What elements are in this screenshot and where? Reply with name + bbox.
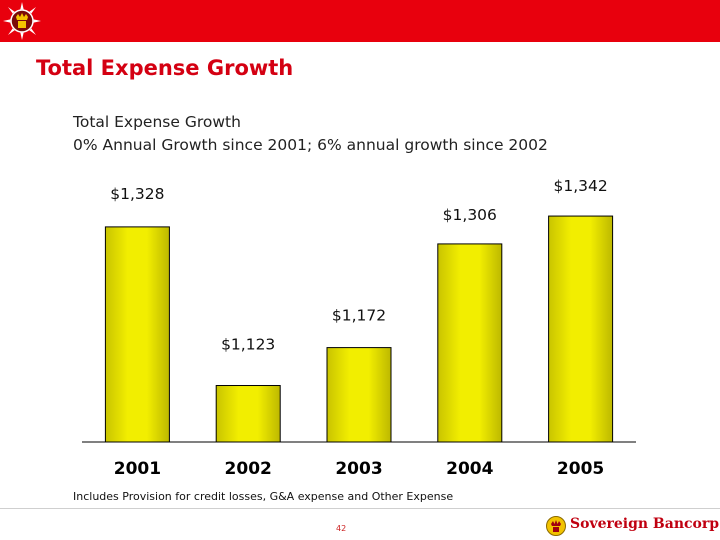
bar-2002 <box>215 385 281 443</box>
data-label-2003: $1,172 <box>332 307 386 325</box>
footer-divider <box>0 508 720 509</box>
chart-title: Total Expense Growth <box>73 113 241 131</box>
footnote: Includes Provision for credit losses, G&… <box>73 490 454 503</box>
bar-2004 <box>437 243 503 443</box>
x-tick-label-2004: 2004 <box>446 459 493 479</box>
bar-2001 <box>104 226 170 443</box>
x-tick-label-2001: 2001 <box>114 459 161 479</box>
data-label-2004: $1,306 <box>443 206 497 224</box>
data-label-2002: $1,123 <box>221 336 275 354</box>
page-number: 42 <box>336 524 347 533</box>
bar-2003 <box>326 347 392 443</box>
data-label-2001: $1,328 <box>110 185 164 203</box>
brand-name: Sovereign Bancorp <box>570 516 720 532</box>
x-tick-label-2005: 2005 <box>557 459 604 479</box>
x-tick-label-2003: 2003 <box>335 459 382 479</box>
brand-logo: Sovereign Bancorp <box>545 513 719 537</box>
x-tick-label-2002: 2002 <box>225 459 272 479</box>
header-bar <box>0 0 720 42</box>
bar-2005 <box>548 215 614 443</box>
seal-emblem-icon <box>3 2 41 40</box>
chart-subtitle: 0% Annual Growth since 2001; 6% annual g… <box>73 136 548 154</box>
data-label-2005: $1,342 <box>553 177 607 195</box>
page-title: Total Expense Growth <box>36 56 294 80</box>
sovereign-emblem-icon <box>546 516 566 536</box>
